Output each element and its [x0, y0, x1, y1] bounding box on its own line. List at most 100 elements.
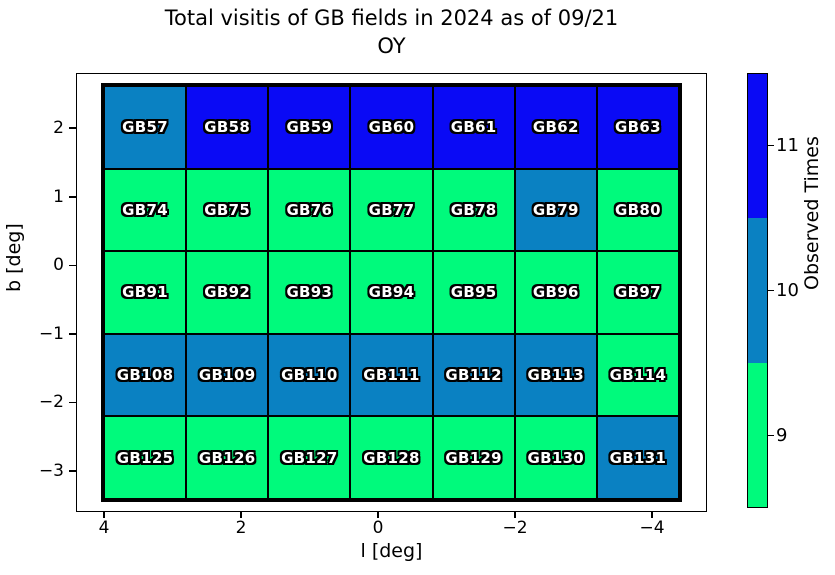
y-tick-mark	[69, 264, 76, 267]
heatmap-cell-GB126: GB126	[186, 416, 269, 499]
heatmap-cell-label: GB94	[368, 283, 415, 302]
heatmap-cell-label: GB62	[532, 118, 579, 137]
heatmap-cell-label: GB78	[450, 200, 497, 219]
heatmap-cell-label: GB110	[281, 366, 338, 385]
heatmap-cell-label: GB74	[122, 200, 168, 219]
heatmap-cell-label: GB97	[615, 283, 661, 302]
colorbar-tick-label: 9	[776, 424, 788, 446]
y-tick-label: −3	[38, 460, 64, 481]
colorbar-tick-mark	[768, 434, 774, 437]
heatmap-cell-label: GB91	[122, 283, 168, 302]
x-tick-label: −4	[639, 518, 665, 538]
heatmap-cell-GB57: GB57	[104, 86, 187, 169]
heatmap-cell-GB59: GB59	[268, 86, 351, 169]
heatmap-grid: GB57 GB58 GB59 GB60 GB61 GB62 GB63 GB74 GB75 GB76…	[101, 83, 682, 502]
heatmap-cell-label: GB93	[286, 283, 333, 302]
heatmap-cell-GB94: GB94	[350, 251, 433, 334]
heatmap-cell-GB58: GB58	[186, 86, 269, 169]
y-tick-label: −2	[38, 392, 64, 412]
heatmap-cell-GB93: GB93	[268, 251, 351, 334]
x-tick-mark	[377, 512, 379, 518]
heatmap-cell-label: GB109	[198, 366, 256, 385]
heatmap-cell-GB78: GB78	[432, 168, 515, 252]
heatmap-cell-label: GB58	[204, 118, 251, 137]
heatmap-cell-label: GB108	[116, 366, 174, 385]
heatmap-cell-GB76: GB76	[268, 168, 351, 252]
heatmap-cell-GB91: GB91	[104, 251, 187, 334]
y-tick-mark	[69, 333, 76, 335]
y-tick-label: 1	[53, 186, 64, 207]
heatmap-cell-GB75: GB75	[186, 168, 269, 252]
x-tick-mark	[103, 512, 105, 518]
x-tick-label: 0	[372, 518, 384, 538]
heatmap-cell-GB62: GB62	[514, 86, 597, 169]
x-tick-mark	[240, 512, 242, 518]
heatmap-cell-GB113: GB113	[514, 333, 597, 417]
heatmap-cell-GB130: GB130	[514, 416, 597, 499]
heatmap-cell-label: GB80	[615, 200, 661, 219]
colorbar-segment	[748, 74, 767, 219]
heatmap-cell-GB127: GB127	[268, 416, 351, 499]
heatmap-cell-label: GB112	[445, 366, 502, 385]
heatmap-cell-label: GB96	[532, 283, 579, 302]
y-tick-label: 0	[53, 255, 64, 275]
heatmap-cell-label: GB77	[368, 200, 415, 219]
chart-title-line2: OY	[377, 34, 406, 59]
heatmap-cell-GB131: GB131	[596, 416, 679, 499]
heatmap-cell-GB79: GB79	[514, 168, 597, 252]
colorbar	[747, 73, 768, 508]
y-tick-mark	[69, 196, 76, 198]
heatmap-cell-label: GB126	[198, 448, 256, 467]
heatmap-cell-label: GB59	[286, 118, 333, 137]
heatmap-cell-label: GB125	[116, 448, 174, 467]
x-tick-label: −2	[502, 518, 528, 538]
colorbar-tick-mark	[768, 289, 774, 292]
y-tick-mark	[69, 470, 76, 472]
heatmap-cell-GB77: GB77	[350, 168, 433, 252]
colorbar-tick-mark	[768, 144, 774, 147]
colorbar-tick-label: 11	[776, 134, 799, 156]
heatmap-cell-label: GB76	[286, 200, 333, 219]
y-tick-mark	[69, 401, 76, 404]
x-tick-label: 2	[235, 518, 247, 538]
colorbar-tick-label: 10	[776, 279, 799, 301]
chart-title: Total visitis of GB fields in 2024 as of…	[76, 4, 707, 61]
heatmap-cell-GB61: GB61	[432, 86, 515, 169]
heatmap-cell-GB111: GB111	[350, 333, 433, 417]
y-tick-label: −1	[38, 323, 64, 344]
x-tick-label: 4	[98, 518, 110, 538]
heatmap-cell-label: GB95	[450, 283, 497, 302]
heatmap-cell-label: GB128	[363, 448, 420, 467]
heatmap-cell-GB125: GB125	[104, 416, 187, 499]
x-axis-label: l [deg]	[360, 540, 423, 562]
heatmap-cell-GB114: GB114	[596, 333, 679, 417]
heatmap-cell-label: GB127	[281, 448, 338, 467]
heatmap-cell-label: GB57	[122, 118, 168, 137]
heatmap-cell-label: GB130	[527, 448, 585, 467]
heatmap-cell-GB92: GB92	[186, 251, 269, 334]
heatmap-cell-GB60: GB60	[350, 86, 433, 169]
y-tick-mark	[69, 127, 76, 129]
y-tick-label: 2	[53, 117, 64, 138]
heatmap-cell-GB95: GB95	[432, 251, 515, 334]
colorbar-segment	[748, 362, 767, 507]
heatmap-cell-GB63: GB63	[596, 86, 679, 169]
heatmap-cell-GB128: GB128	[350, 416, 433, 499]
heatmap-cell-GB97: GB97	[596, 251, 679, 334]
heatmap-cell-label: GB131	[609, 448, 667, 467]
heatmap-cell-GB108: GB108	[104, 333, 187, 417]
heatmap-cell-GB74: GB74	[104, 168, 187, 252]
heatmap-cell-label: GB113	[527, 366, 585, 385]
x-tick-mark	[651, 512, 653, 518]
heatmap-cell-GB112: GB112	[432, 333, 515, 417]
heatmap-cell-label: GB114	[609, 366, 667, 385]
heatmap-cell-label: GB63	[615, 118, 661, 137]
heatmap-cell-label: GB129	[445, 448, 502, 467]
heatmap-cell-label: GB79	[532, 200, 579, 219]
chart-title-line1: Total visitis of GB fields in 2024 as of…	[164, 6, 619, 30]
heatmap-cell-label: GB111	[363, 366, 420, 385]
heatmap-cell-label: GB92	[204, 283, 251, 302]
colorbar-segment	[748, 218, 767, 363]
heatmap-cell-GB129: GB129	[432, 416, 515, 499]
